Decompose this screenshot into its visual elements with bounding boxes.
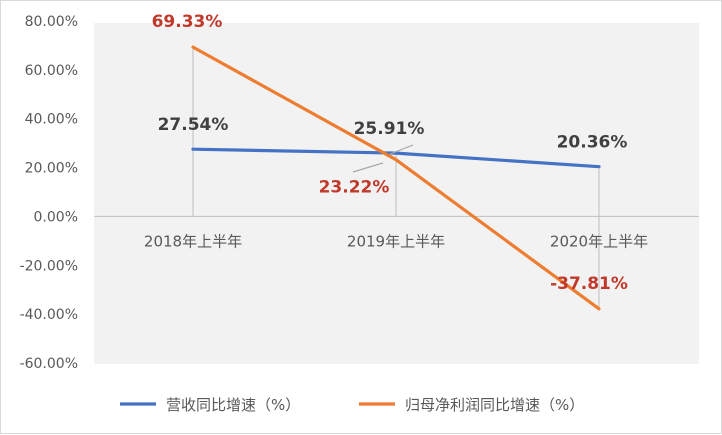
legend-label: 归母净利润同比增速（%） (405, 396, 584, 414)
x-tick-label: 2018年上半年 (144, 232, 242, 250)
leader-line (352, 162, 384, 173)
data-label: 23.22% (319, 178, 390, 198)
revenue-growth-line (191, 147, 601, 169)
x-tick-label: 2020年上半年 (550, 232, 648, 250)
y-axis-ticks: 80.00% 60.00% 40.00% 20.00% 0.00% -20.00% -40.… (20, 14, 78, 372)
y-tick-label: -20.00% (20, 258, 78, 274)
label-leader-lines (352, 144, 414, 173)
x-axis-ticks: 2018年上半年 2019年上半年 2020年上半年 (144, 232, 648, 250)
net-profit-growth-line (191, 45, 601, 311)
y-tick-label: 40.00% (25, 112, 78, 128)
data-label: 27.54% (158, 115, 229, 135)
data-label: -37.81% (550, 274, 628, 294)
x-tick-label: 2019年上半年 (347, 232, 445, 250)
y-tick-label: -60.00% (20, 356, 78, 372)
data-labels: 27.54% 25.91% 20.36% 69.33% 23.22% -37.81% (152, 12, 628, 294)
y-tick-label: 60.00% (25, 63, 78, 79)
data-label: 69.33% (152, 12, 223, 32)
data-label: 20.36% (557, 133, 628, 153)
legend-label: 营收同比增速（%） (166, 396, 300, 414)
legend: 营收同比增速（%） 归母净利润同比增速（%） (120, 396, 584, 414)
leader-line (389, 144, 414, 155)
y-tick-label: 80.00% (25, 14, 78, 30)
y-tick-label: 0.00% (34, 209, 78, 225)
series-lines (191, 45, 601, 311)
y-tick-label: -40.00% (20, 307, 78, 323)
data-label: 25.91% (354, 119, 425, 139)
drop-lines (192, 47, 600, 309)
y-tick-label: 20.00% (25, 161, 78, 177)
